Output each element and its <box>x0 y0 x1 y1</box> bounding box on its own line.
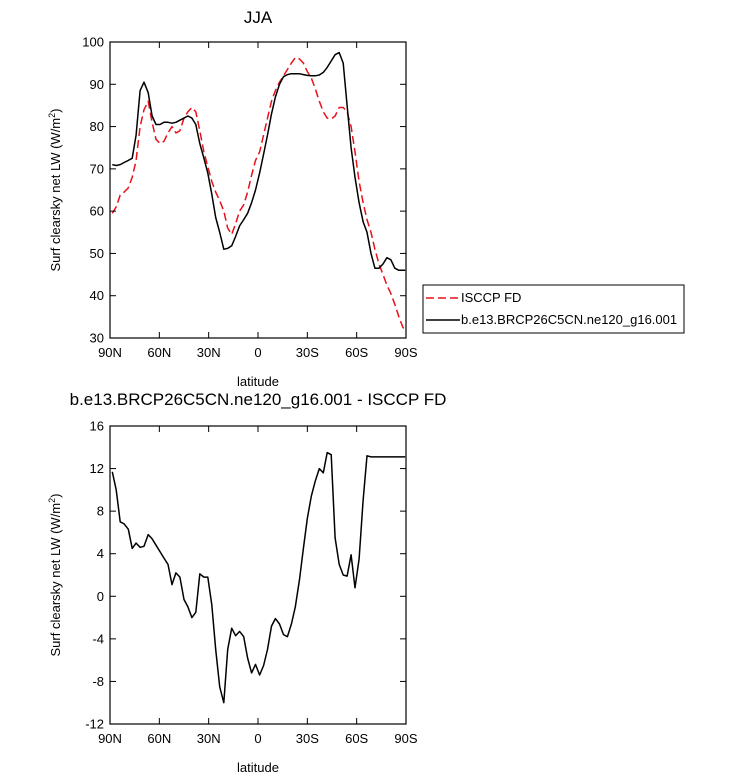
bottom-y-tick-label: 16 <box>90 419 104 434</box>
bottom-y-tick-label: 12 <box>90 461 104 476</box>
top-y-tick-label: 30 <box>90 331 104 346</box>
legend-box <box>422 284 685 334</box>
top-plot-frame <box>109 41 407 339</box>
top-title: JJA <box>244 8 273 27</box>
bottom-x-tick-label: 60N <box>147 731 171 746</box>
bottom-x-tick-label: 30N <box>197 731 221 746</box>
top-x-tick-label: 0 <box>254 345 261 360</box>
top-y-axis-label-main: Surf clearsky net LW (W/m <box>48 118 63 272</box>
top-y-axis-label-close: ) <box>48 109 63 113</box>
top-y-tick-label: 40 <box>90 288 104 303</box>
bottom-panel: b.e13.BRCP26C5CN.ne120_g16.001 - ISCCP F… <box>47 390 446 775</box>
bottom-y-tick-label: -12 <box>85 717 104 732</box>
bottom-x-ticks: 90N 60N 30N 0 30S 60S 90S <box>98 426 418 746</box>
bottom-y-tick-label: -8 <box>92 674 104 689</box>
bottom-x-tick-label: 30S <box>296 731 319 746</box>
bottom-plot-frame <box>109 425 407 725</box>
bottom-x-axis-label: latitude <box>237 760 279 775</box>
top-y-axis-label: Surf clearsky net LW (W/m2) <box>47 109 63 272</box>
bottom-x-tick-label: 60S <box>345 731 368 746</box>
top-y-tick-label: 90 <box>90 77 104 92</box>
bottom-y-tick-label: -4 <box>92 631 104 646</box>
top-y-tick-label: 50 <box>90 246 104 261</box>
top-x-tick-label: 90N <box>98 345 122 360</box>
top-y-tick-label: 80 <box>90 119 104 134</box>
top-x-ticks: 90N 60N 30N 0 30S 60S 90S <box>98 42 418 360</box>
top-y-tick-label: 70 <box>90 161 104 176</box>
bottom-y-ticks: -12 -8 -4 0 4 8 12 16 <box>85 419 406 732</box>
legend-label-model: b.e13.BRCP26C5CN.ne120_g16.001 <box>461 312 677 327</box>
bottom-series-line-0 <box>111 451 406 704</box>
bottom-x-tick-label: 90N <box>98 731 122 746</box>
top-y-ticks: 30 40 50 60 70 80 90 100 <box>82 35 406 346</box>
top-x-tick-label: 60N <box>147 345 171 360</box>
bottom-y-axis-label-main: Surf clearsky net LW (W/m <box>48 503 63 657</box>
bottom-title: b.e13.BRCP26C5CN.ne120_g16.001 - ISCCP F… <box>70 390 447 409</box>
top-y-tick-label: 60 <box>90 204 104 219</box>
top-x-tick-label: 60S <box>345 345 368 360</box>
top-series-line-1 <box>112 51 406 272</box>
bottom-y-tick-label: 0 <box>97 589 104 604</box>
bottom-series-group <box>111 451 406 704</box>
bottom-y-axis-label-close: ) <box>48 494 63 498</box>
top-series-group <box>111 51 406 331</box>
top-y-tick-label: 100 <box>82 35 104 50</box>
top-x-axis-label: latitude <box>237 374 279 389</box>
top-x-tick-label: 30N <box>197 345 221 360</box>
legend: ISCCP FD b.e13.BRCP26C5CN.ne120_g16.001 <box>422 284 685 334</box>
bottom-x-tick-label: 0 <box>254 731 261 746</box>
bottom-y-axis-label-sup: 2 <box>47 498 57 503</box>
top-x-tick-label: 30S <box>296 345 319 360</box>
bottom-y-tick-label: 8 <box>97 504 104 519</box>
bottom-y-tick-label: 4 <box>97 546 104 561</box>
bottom-y-axis-label: Surf clearsky net LW (W/m2) <box>47 494 63 657</box>
bottom-x-tick-label: 90S <box>394 731 417 746</box>
top-x-tick-label: 90S <box>394 345 417 360</box>
top-y-axis-label-sup: 2 <box>47 113 57 118</box>
legend-label-isccp: ISCCP FD <box>461 290 521 305</box>
top-series-line-0 <box>111 56 406 331</box>
